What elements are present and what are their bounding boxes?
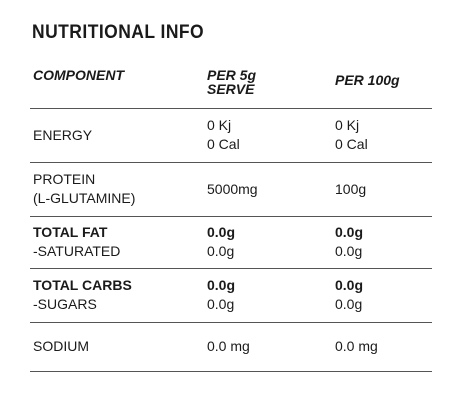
value-cell: 5000mg xyxy=(207,180,258,197)
value-cell: 0 Kj xyxy=(335,117,360,133)
value-cell: 0 Cal xyxy=(335,136,368,152)
component-label: -SATURATED xyxy=(33,243,121,259)
component-label: PROTEIN xyxy=(33,171,96,187)
value-cell: 0.0g xyxy=(207,224,236,240)
value-cell: 0 Kj xyxy=(207,117,232,133)
row-divider xyxy=(30,268,432,269)
row-divider xyxy=(30,322,432,323)
value-cell: 0.0g xyxy=(335,224,364,240)
column-header: SERVE xyxy=(207,81,255,97)
component-label: SODIUM xyxy=(33,338,89,354)
component-label: ENERGY xyxy=(33,126,93,143)
row-divider xyxy=(30,371,432,372)
value-cell: 0.0g xyxy=(335,243,363,259)
value-cell: 0 Cal xyxy=(207,136,240,152)
value-cell: 0.0g xyxy=(207,296,235,312)
component-label: TOTAL CARBS xyxy=(33,277,132,293)
value-cell: 0.0g xyxy=(335,296,363,312)
component-label: (L-GLUTAMINE) xyxy=(33,190,136,206)
component-label: TOTAL FAT xyxy=(33,224,108,240)
title: NUTRITIONAL INFO xyxy=(32,22,205,43)
row-divider xyxy=(30,162,432,163)
value-cell: 100g xyxy=(335,180,367,197)
column-header: PER 100g xyxy=(335,72,400,88)
column-header: COMPONENT xyxy=(33,67,124,83)
row-divider xyxy=(30,108,432,109)
column-header: PER 5g xyxy=(207,67,257,83)
row-divider xyxy=(30,216,432,217)
value-cell: 0.0g xyxy=(207,277,236,293)
value-cell: 0.0g xyxy=(335,277,364,293)
value-cell: 0.0 mg xyxy=(207,338,250,354)
value-cell: 0.0g xyxy=(207,243,235,259)
component-label: -SUGARS xyxy=(33,296,97,312)
value-cell: 0.0 mg xyxy=(335,338,378,354)
